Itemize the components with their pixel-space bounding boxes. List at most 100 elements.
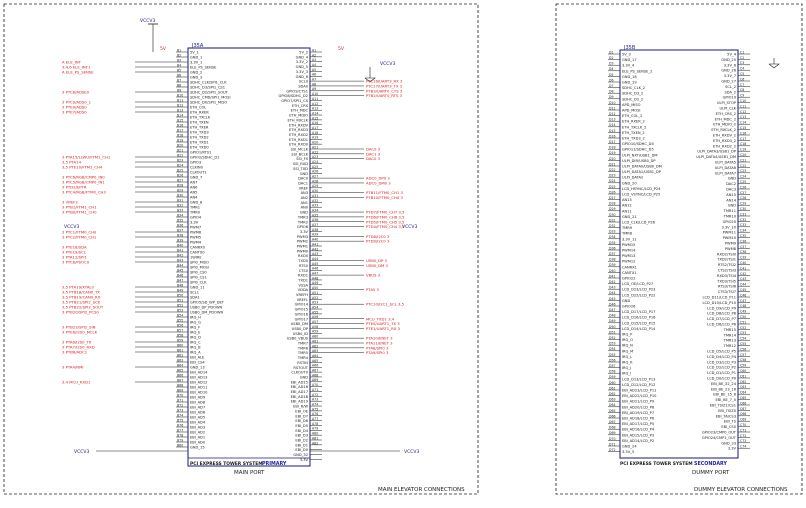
dummy-left-pin-num: D53 xyxy=(609,342,616,346)
dummy-left-pin-name: 5V_3 xyxy=(622,53,631,57)
main-right-pin-name: GPIO8/SDHC_D2 xyxy=(279,94,308,98)
dummy-left-pin-name: 3.3V_11 xyxy=(622,237,637,241)
main-right-pin-num: A17 xyxy=(312,126,318,130)
main-right-pin-num: A35 xyxy=(312,213,318,217)
main-right-net-label: USB0_DP 3 xyxy=(366,258,388,263)
dummy-right-pin-name: LCD_D4/LCD_P4 xyxy=(707,355,737,359)
dummy-left-pin-name: 3.3V_4 xyxy=(622,64,635,68)
main-right-pin-name: GPIO9/CTS1 xyxy=(286,89,308,93)
main-left-pin-num: B27 xyxy=(177,178,183,182)
main-right-pin-name: EBI_AD15 xyxy=(291,380,308,384)
dummy-left-pin-num: D25 xyxy=(609,185,616,189)
dummy-right-pin-num: C32 xyxy=(740,218,746,222)
dummy-right-pin-num: C18 xyxy=(740,142,746,146)
dummy-left-pin-name: LCD_HSYNC/LCD_P24 xyxy=(622,187,661,191)
dummy-left-pin-name: ULPI_DATA1/USB1_DP xyxy=(622,170,662,174)
main-left-pin-num: B9 xyxy=(177,88,181,92)
main-right-pin-name: EBI_AD18 xyxy=(291,395,309,399)
dummy-right-pin-num: C39 xyxy=(740,256,746,260)
main-left-pin-name: CANRX0 xyxy=(190,246,206,250)
dummy-right-pin-name: 3.3V_6 xyxy=(724,63,737,67)
dummy-left-pin-name: LCD_D14/LCD_P14 xyxy=(622,327,656,331)
dummy-right-pin-num: C33 xyxy=(740,223,746,227)
main-right-pin-num: A50 xyxy=(312,286,318,290)
main-right-pin-num: A2 xyxy=(312,53,316,57)
main-right-pin-name: EBI_AD16 xyxy=(291,385,309,389)
main-left-pin-num: B55 xyxy=(177,318,183,322)
dummy-left-pin-num: D59 xyxy=(609,375,616,379)
dummy-left-pin-num: D72 xyxy=(609,448,616,452)
dummy-right-pin-name: ULPI_DATA7 xyxy=(715,171,736,175)
dummy-left-pin-num: D65 xyxy=(609,409,616,413)
main-left-net-label: 3 PTC5/RGB/CMP0_IN1 xyxy=(62,180,105,185)
main-right-pin-num: A56 xyxy=(312,315,318,319)
dummy-left-pin-name: LCD_D12/LCD_P12 xyxy=(622,383,655,387)
main-right-pin-num: A21 xyxy=(312,145,318,149)
dummy-left-pin-num: D50 xyxy=(609,325,616,329)
main-left-net-label: 3 PTE18/SDA xyxy=(62,245,87,250)
main-right-pin-num: A42 xyxy=(312,247,318,251)
dummy-left-pin-name: GND_18 xyxy=(622,75,637,79)
main-left-pin-num: B71 xyxy=(177,398,183,402)
dummy-right-pin-num: C49 xyxy=(740,310,746,314)
main-left-pin-name: GND_15 xyxy=(190,446,205,450)
main-left-net-label: 3,5 PTB22/SPI2_SOUT xyxy=(62,305,104,310)
dummy-right-pin-num: C28 xyxy=(740,196,746,200)
main-left-pin-num: B20 xyxy=(177,143,183,147)
main-right-pin-num: A47 xyxy=(312,272,318,276)
dummy-left-pin-num: D1 xyxy=(609,50,613,54)
dummy-left-pin-name: GPIO10/SDHC_D4 xyxy=(622,142,654,146)
main-left-pin-name: IRQ_F xyxy=(190,326,200,330)
main-left-pin-num: B58 xyxy=(177,333,183,337)
dummy-left-pin-num: D45 xyxy=(609,297,616,301)
main-left-net-label: 3 VREF2 xyxy=(62,200,78,205)
main-left-pin-name: SPI0_CLK xyxy=(190,281,207,285)
dummy-right-pin-name: EBI_TA/CS3 xyxy=(716,414,736,418)
dummy-right-pin-name: TXD2/TSI1 xyxy=(716,258,736,262)
dummy-left-pin-num: D56 xyxy=(609,358,616,362)
dummy-right-pin-name: AN15 xyxy=(726,193,736,197)
main-right-pin-name: RXD0 xyxy=(298,254,309,258)
dummy-right-pin-name: CTS2/TSI3 xyxy=(718,269,736,273)
main-right-pin-num: A51 xyxy=(312,291,318,295)
main-right-pin-name: EBI_D2 xyxy=(295,439,308,443)
dummy-left-pin-num: D16 xyxy=(609,134,616,138)
dummy-left-pin-num: D62 xyxy=(609,392,616,396)
dummy-right-pin-name: GPIO23/CMP0_OUT xyxy=(702,431,737,435)
dummy-right-pin-num: C11 xyxy=(740,104,746,108)
main-left-pin-num: B42 xyxy=(177,253,183,257)
dummy-left-pin-num: D5 xyxy=(609,73,613,77)
main-right-pin-name: 3.3V xyxy=(300,230,309,234)
main-right-pin-name: PWM3 xyxy=(297,235,308,239)
main-right-pin-num: A19 xyxy=(312,136,318,140)
main-right-net-label: ADC0_DP0 3 xyxy=(366,176,390,181)
main-right-pin-name: GND_32 xyxy=(293,453,308,457)
main-right-pin-num: A66 xyxy=(312,364,318,368)
dummy-right-pin-name: GND xyxy=(728,177,736,181)
main-left-pin-num: B80 xyxy=(177,443,183,447)
main-left-pin-num: B17 xyxy=(177,128,183,132)
main-right-pin-name: USB0_ID xyxy=(293,332,309,336)
main-right-pin-num: A62 xyxy=(312,344,318,348)
main-left-pin-num: B26 xyxy=(177,173,183,177)
main-right-pin-name: TMR4 xyxy=(297,356,309,360)
main-right-pin-name: EBI_AD19 xyxy=(291,400,309,404)
dummy-right-pin-num: C6 xyxy=(740,77,744,81)
main-left-pin-name: PWM4 xyxy=(190,241,202,245)
main-left-pin-num: B30 xyxy=(177,193,183,197)
dummy-left-pin-name: SDHC_CLK_2 xyxy=(622,86,645,90)
main-left-net-label: 3 PTA12/SPI1 xyxy=(62,255,87,260)
dummy-right-pin-num: C24 xyxy=(740,175,746,179)
dummy-right-pin-num: C74 xyxy=(740,445,746,449)
dummy-right-pin-num: C58 xyxy=(740,358,746,362)
main-right-pin-name: GND_5 xyxy=(296,65,308,69)
dummy-right-pin-num: C12 xyxy=(740,110,746,114)
dummy-right-pin-name: ULPI_STOP xyxy=(717,101,737,105)
dummy-right-pin-name: TMR10 xyxy=(723,215,737,219)
main-left-pin-name: EBI_AD6 xyxy=(190,411,206,415)
main-right-pin-num: A55 xyxy=(312,310,318,314)
dummy-right-pin-name: SCL_2 xyxy=(725,85,736,89)
main-left-pin-num: B10 xyxy=(177,93,183,97)
main-left-pin-num: B47 xyxy=(177,278,183,282)
dummy-left-pin-name: ULPI_NXT/USB1_DM xyxy=(622,153,657,157)
